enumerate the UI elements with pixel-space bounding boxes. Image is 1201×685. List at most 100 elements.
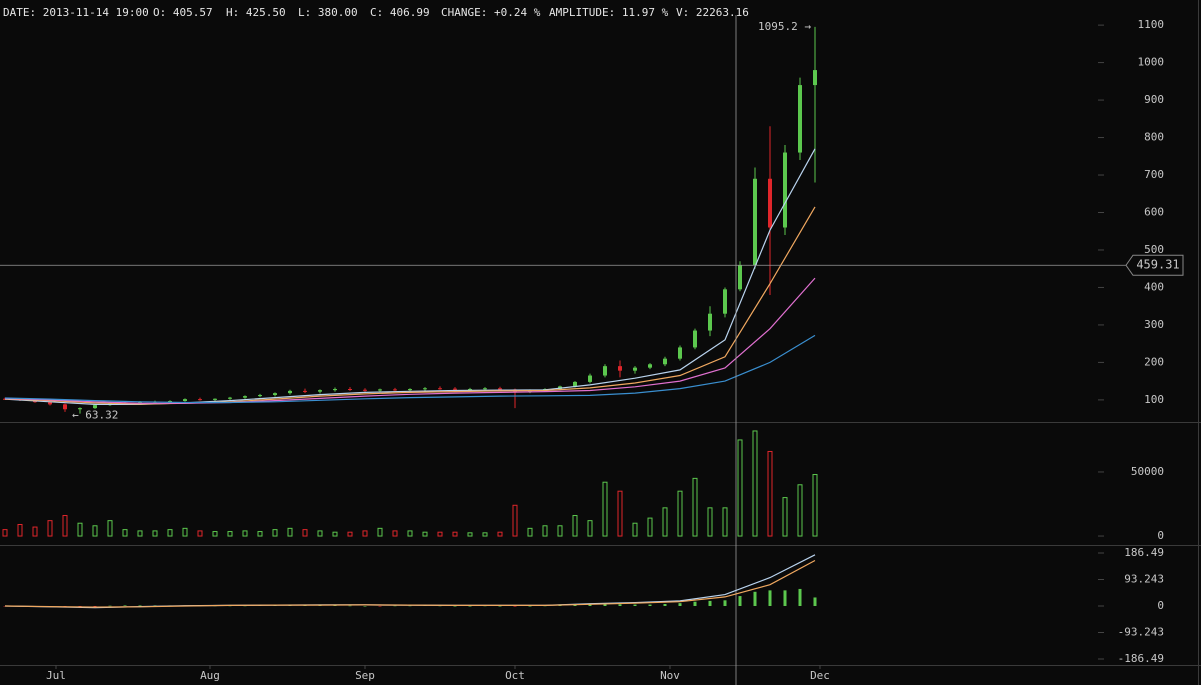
macd-bar: [798, 588, 802, 606]
macd-bar: [813, 597, 817, 606]
volume-bar: [437, 531, 443, 537]
candle-body: [498, 388, 502, 390]
volume-bar: [677, 490, 683, 537]
header-date: DATE: 2013-11-14 19:00: [3, 6, 149, 19]
volume-bar: [242, 530, 248, 537]
candle-body: [288, 390, 292, 394]
candle-body: [228, 397, 232, 399]
x-tick-label: Sep: [355, 669, 375, 682]
header-amplitude: AMPLITUDE: 11.97 %: [549, 6, 669, 19]
volume-bar: [317, 530, 323, 537]
x-tick-label: Jul: [46, 669, 66, 682]
macd-bar: [303, 605, 307, 606]
volume-bar: [557, 525, 563, 537]
header-close: C: 406.99: [370, 6, 430, 19]
candle-body: [693, 330, 697, 348]
candle-body: [678, 347, 682, 359]
volume-bar: [32, 526, 38, 537]
indicator-line: [4, 277, 816, 404]
candle-body: [318, 390, 322, 392]
header-high: H: 425.50: [226, 6, 286, 19]
macd-bar: [678, 603, 682, 606]
indicator-line: [4, 206, 816, 405]
volume-bar: [407, 530, 413, 537]
macd-bar: [243, 605, 247, 607]
volume-bar: [47, 520, 53, 537]
volume-bar: [812, 474, 818, 537]
macd-bar: [603, 603, 607, 606]
macd-bar: [708, 600, 712, 606]
macd-bar: [558, 605, 562, 606]
header-open: O: 405.57: [153, 6, 213, 19]
y-tick-label: 700: [1144, 168, 1164, 181]
volume-bar: [377, 527, 383, 537]
candle-body: [483, 388, 487, 390]
crosshair-label-box: [1125, 254, 1184, 276]
macd-bar: [648, 604, 652, 606]
max-annotation: 1095.2 →: [758, 20, 811, 33]
candle-body: [363, 389, 367, 391]
volume-bar: [302, 529, 308, 537]
volume-bar: [692, 477, 698, 537]
volume-bar: [137, 530, 143, 537]
volume-bar: [422, 531, 428, 537]
macd-bar: [393, 605, 397, 607]
volume-bar: [617, 490, 623, 537]
macd-bar: [333, 605, 337, 606]
candle-body: [708, 313, 712, 331]
candle-body: [813, 70, 817, 86]
y-tick-label: 186.49: [1124, 546, 1164, 559]
volume-bar: [227, 531, 233, 537]
indicator-line: [4, 334, 816, 404]
y-tick-label: 600: [1144, 205, 1164, 218]
y-tick-label: -186.49: [1118, 652, 1164, 665]
volume-bar: [197, 530, 203, 537]
y-tick-label: 100: [1144, 393, 1164, 406]
y-tick-label: 900: [1144, 93, 1164, 106]
candle-body: [48, 402, 52, 405]
y-tick-label: 400: [1144, 280, 1164, 293]
volume-bar: [752, 430, 758, 537]
macd-bar: [468, 605, 472, 607]
macd-bar: [348, 605, 352, 607]
candle-body: [768, 178, 772, 228]
macd-bar: [753, 591, 757, 606]
macd-bar: [738, 596, 742, 606]
candle-body: [408, 389, 412, 391]
volume-bar: [212, 531, 218, 537]
candle-body: [348, 389, 352, 391]
candle-body: [333, 389, 337, 391]
macd-bar: [108, 605, 112, 607]
x-tick-label: Aug: [200, 669, 220, 682]
volume-bar: [107, 520, 113, 537]
volume-bar: [272, 529, 278, 537]
volume-bar: [182, 527, 188, 537]
macd-bar: [618, 604, 622, 606]
candle-body: [198, 399, 202, 401]
volume-bar: [362, 530, 368, 537]
macd-bar: [768, 590, 772, 606]
candle-body: [93, 405, 97, 409]
candle-body: [438, 388, 442, 390]
x-tick-label: Dec: [810, 669, 830, 682]
volume-bar: [482, 532, 488, 537]
candle-body: [453, 388, 457, 390]
candle-body: [258, 395, 262, 397]
candle-body: [723, 289, 727, 314]
candle-body: [423, 388, 427, 390]
macd-bar: [123, 605, 127, 606]
candle-body: [618, 366, 622, 371]
y-tick-label: -93.243: [1118, 625, 1164, 638]
volume-bar: [512, 504, 518, 537]
volume-bar: [662, 507, 668, 537]
macd-bar: [513, 605, 517, 607]
volume-bar: [587, 520, 593, 537]
indicator-line: [4, 559, 816, 608]
min-annotation: ← 63.32: [72, 409, 118, 422]
volume-bar: [17, 524, 23, 537]
volume-bar: [647, 517, 653, 537]
header-volume: V: 22263.16: [676, 6, 749, 19]
volume-bar: [392, 530, 398, 537]
